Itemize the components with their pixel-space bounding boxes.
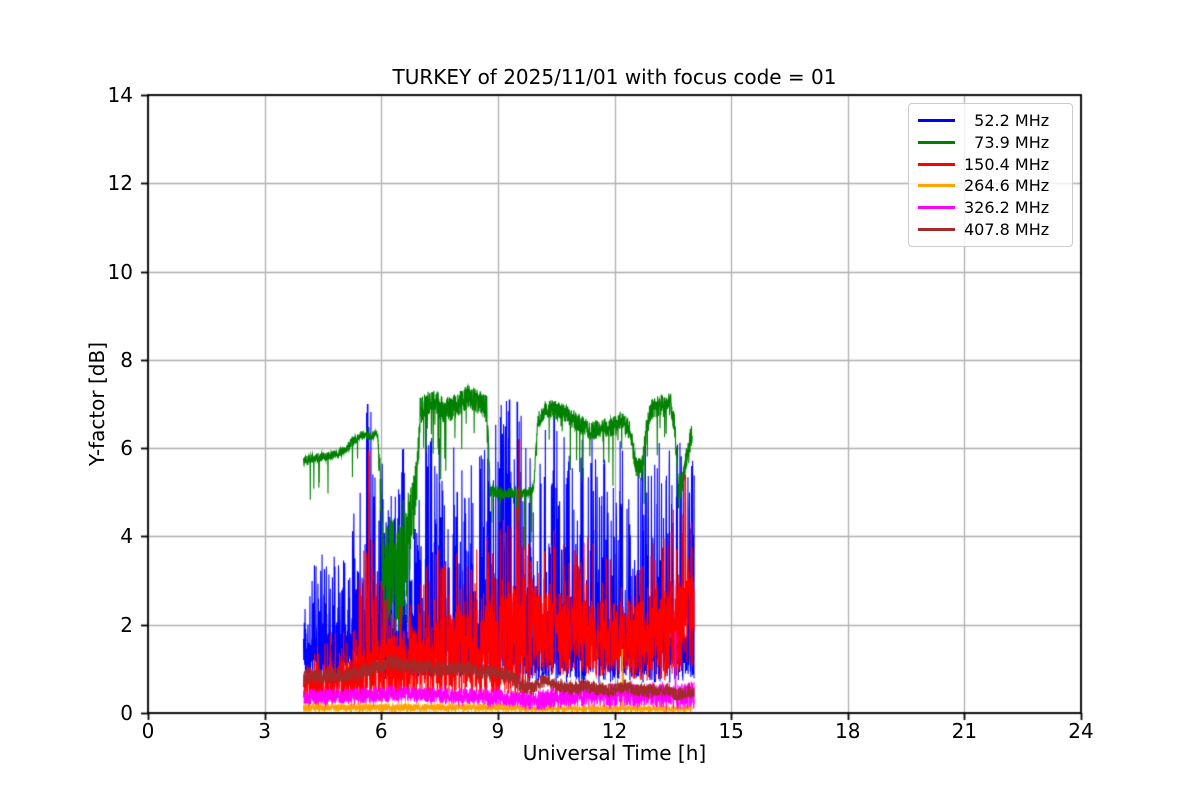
y-tick-label: 4 xyxy=(120,524,133,549)
legend-line-sample xyxy=(918,184,955,188)
legend-line-sample xyxy=(918,140,955,144)
x-tick-label: 18 xyxy=(835,719,861,743)
y-tick-label: 6 xyxy=(120,436,133,461)
y-axis-label: Y-factor [dB] xyxy=(85,341,109,467)
x-tick-label: 12 xyxy=(601,719,628,743)
legend-label: 52.2 MHz xyxy=(964,111,1050,131)
legend-line-sample xyxy=(918,162,955,166)
x-tick-label: 15 xyxy=(718,719,744,743)
y-tick-label: 10 xyxy=(107,259,133,284)
x-tick-label: 3 xyxy=(258,719,271,743)
y-tick-label: 0 xyxy=(120,701,133,725)
y-tick-label: 2 xyxy=(120,612,133,637)
legend-line-sample xyxy=(918,227,955,231)
legend-label: 407.8 MHz xyxy=(964,219,1050,239)
chart-title: TURKEY of 2025/11/01 with focus code = 0… xyxy=(392,65,837,89)
legend-line-sample xyxy=(918,119,955,123)
legend-label: 73.9 MHz xyxy=(964,132,1050,152)
y-tick-label: 12 xyxy=(107,171,133,196)
x-tick-label: 21 xyxy=(951,719,978,743)
x-tick-label: 0 xyxy=(141,719,155,743)
x-tick-label: 9 xyxy=(491,719,505,743)
legend-label: 326.2 MHz xyxy=(964,197,1050,217)
legend-item: 326.2 MHz xyxy=(918,197,1063,218)
legend-item: 264.6 MHz xyxy=(918,175,1063,196)
y-tick-label: 14 xyxy=(107,83,133,107)
y-tick-label: 8 xyxy=(120,347,133,372)
legend-line-sample xyxy=(918,205,955,209)
x-tick-label: 24 xyxy=(1068,719,1094,743)
legend-item: 52.2 MHz xyxy=(918,110,1063,131)
legend: 52.2 MHz 73.9 MHz 150.4 MHz 264.6 MHz 326.2… xyxy=(908,103,1073,247)
legend-item: 407.8 MHz xyxy=(918,219,1063,240)
legend-item: 73.9 MHz xyxy=(918,132,1063,153)
legend-label: 150.4 MHz xyxy=(964,154,1050,174)
x-axis-label: Universal Time [h] xyxy=(522,741,707,765)
legend-item: 150.4 MHz xyxy=(918,154,1063,175)
x-tick-label: 6 xyxy=(374,719,388,743)
legend-label: 264.6 MHz xyxy=(964,176,1050,196)
